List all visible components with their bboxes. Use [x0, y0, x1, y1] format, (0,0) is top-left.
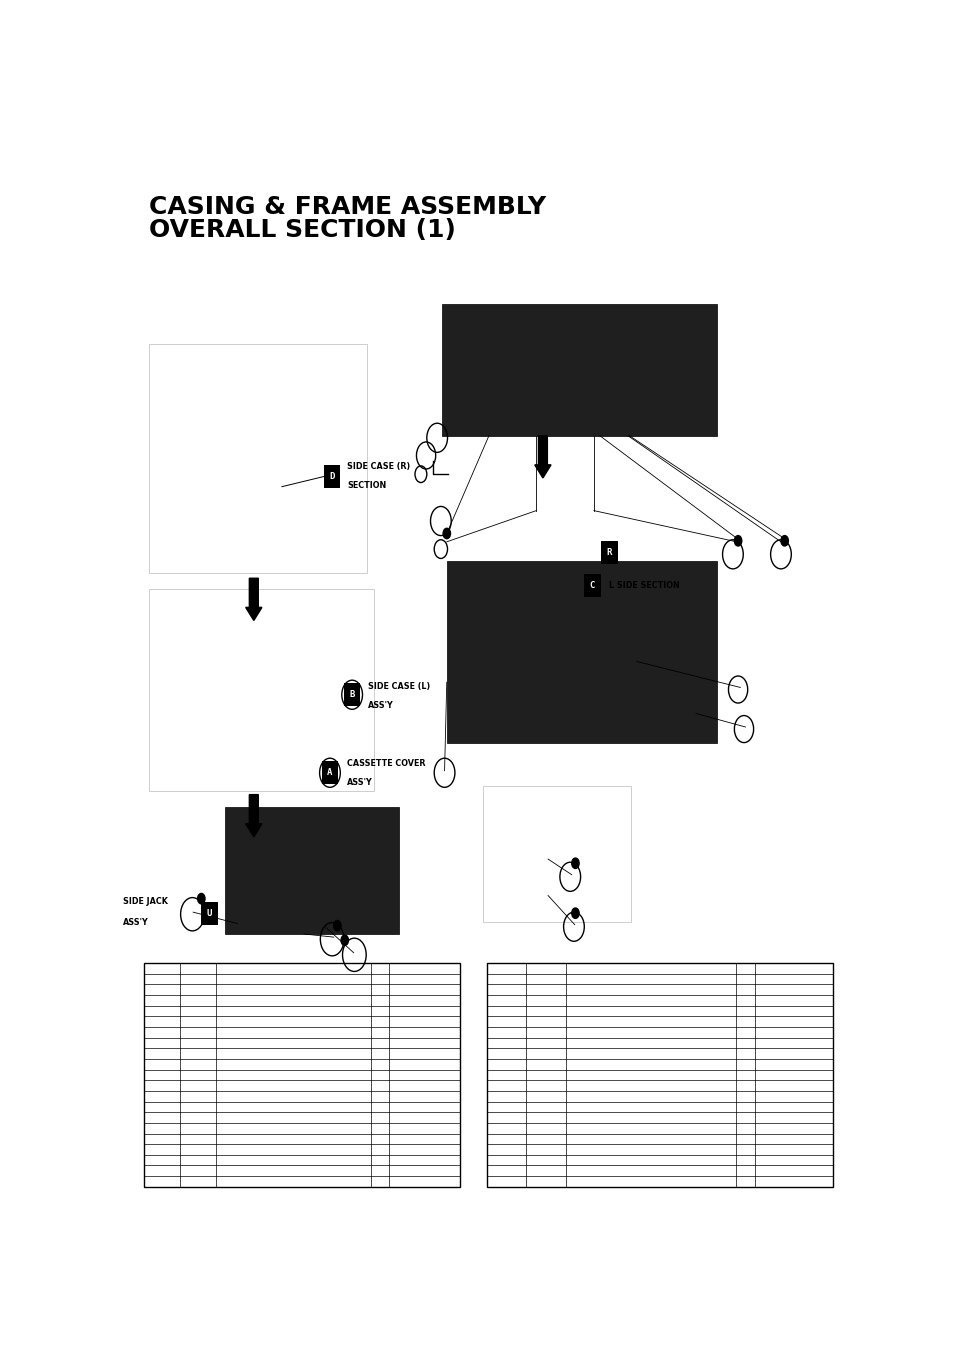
Bar [583, 574, 600, 597]
Text: ASS'Y: ASS'Y [347, 778, 373, 788]
Text: A: A [327, 769, 333, 777]
Circle shape [734, 535, 741, 546]
Text: ASS'Y: ASS'Y [368, 701, 394, 711]
Text: R: R [606, 547, 612, 557]
Bar [442, 304, 717, 436]
Bar [482, 786, 630, 921]
Bar [321, 762, 337, 784]
Bar [144, 963, 459, 1186]
Text: OVERALL SECTION (1): OVERALL SECTION (1) [149, 219, 456, 242]
Bar [344, 684, 360, 707]
Circle shape [197, 893, 205, 904]
Text: SIDE JACK: SIDE JACK [123, 897, 168, 907]
Circle shape [341, 935, 348, 946]
Circle shape [571, 858, 578, 869]
Bar [201, 901, 217, 924]
Bar [225, 807, 398, 934]
Text: SECTION: SECTION [347, 481, 386, 490]
Circle shape [571, 908, 578, 919]
Text: CASSETTE COVER: CASSETTE COVER [347, 758, 425, 767]
Text: B: B [349, 690, 355, 700]
Bar [446, 561, 716, 743]
Text: C: C [589, 581, 595, 590]
FancyArrow shape [246, 578, 262, 620]
Circle shape [442, 528, 450, 539]
FancyArrow shape [246, 794, 262, 836]
Text: U: U [207, 909, 212, 917]
Circle shape [334, 920, 341, 931]
Text: CASING & FRAME ASSEMBLY: CASING & FRAME ASSEMBLY [149, 196, 545, 219]
Text: ASS'Y: ASS'Y [123, 919, 149, 927]
Bar [600, 540, 617, 563]
Bar [149, 589, 374, 792]
FancyArrow shape [535, 436, 551, 478]
Bar [324, 465, 340, 488]
Text: D: D [329, 471, 335, 481]
Text: SIDE CASE (R): SIDE CASE (R) [347, 462, 410, 471]
Bar [149, 345, 367, 573]
Text: L SIDE SECTION: L SIDE SECTION [608, 581, 679, 590]
Text: SIDE CASE (L): SIDE CASE (L) [368, 681, 430, 690]
Circle shape [781, 535, 787, 546]
Bar [486, 963, 832, 1186]
